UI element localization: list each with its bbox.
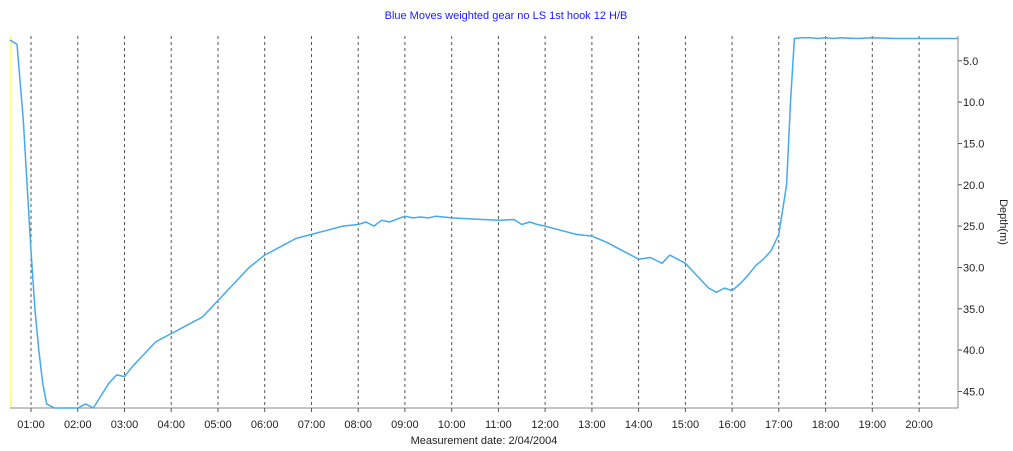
y-tick-label: 25.0 <box>963 221 984 233</box>
x-tick-label: 06:00 <box>251 419 279 431</box>
x-tick-label: 02:00 <box>64 419 92 431</box>
x-tick-label: 03:00 <box>111 419 139 431</box>
y-tick-label: 15.0 <box>963 139 984 151</box>
y-axis-label: Depth(m) <box>997 199 1009 245</box>
x-tick-label: 15:00 <box>672 419 700 431</box>
x-tick-label: 05:00 <box>204 419 232 431</box>
x-axis-ticks: 01:00 02:00 03:00 04:00 05:00 06:00 07:00 08:00… <box>17 408 933 431</box>
x-tick-label: 01:00 <box>17 419 45 431</box>
x-tick-label: 20:00 <box>905 419 933 431</box>
x-tick-label: 08:00 <box>344 419 372 431</box>
x-tick-label: 14:00 <box>625 419 653 431</box>
x-tick-label: 18:00 <box>812 419 840 431</box>
y-tick-label: 30.0 <box>963 263 984 275</box>
x-tick-label: 19:00 <box>859 419 887 431</box>
x-tick-label: 10:00 <box>438 419 466 431</box>
x-tick-label: 09:00 <box>391 419 419 431</box>
x-axis-label: Measurement date: 2/04/2004 <box>411 435 558 447</box>
x-tick-label: 11:00 <box>485 419 512 431</box>
x-tick-label: 13:00 <box>578 419 606 431</box>
y-tick-label: 45.0 <box>963 387 984 399</box>
x-tick-label: 07:00 <box>298 419 326 431</box>
x-tick-label: 17:00 <box>765 419 793 431</box>
y-tick-label: 40.0 <box>963 345 984 357</box>
x-tick-label: 12:00 <box>531 419 559 431</box>
y-tick-label: 35.0 <box>963 304 984 316</box>
y-tick-label: 10.0 <box>963 97 984 109</box>
y-tick-label: 20.0 <box>963 180 984 192</box>
y-tick-label: 5.0 <box>963 56 978 68</box>
x-tick-label: 04:00 <box>157 419 185 431</box>
plot-area <box>10 36 958 408</box>
y-axis-ticks: 5.0 10.0 15.0 20.0 25.0 30.0 35.0 40.0 45.0 <box>958 56 984 399</box>
x-tick-label: 16:00 <box>718 419 746 431</box>
chart-title: Blue Moves weighted gear no LS 1st hook … <box>385 10 628 22</box>
